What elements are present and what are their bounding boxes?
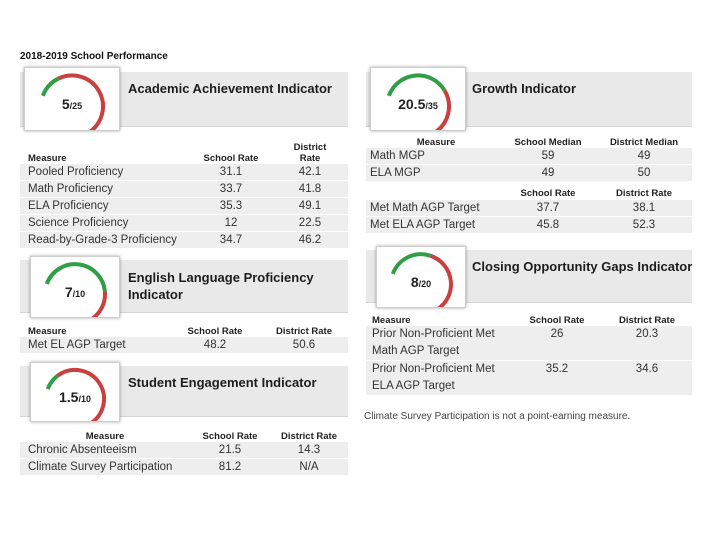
col-header-measure: Measure (28, 153, 67, 164)
col-header-district-rate: District Rate (616, 187, 672, 199)
elp-score: 7/10 (64, 284, 86, 300)
table-row: ELA MGP 49 50 (366, 164, 692, 182)
col-header-school-rate: School Rate (203, 153, 259, 164)
elp-table: Measure School Rate District Rate Met EL… (20, 323, 348, 354)
col-header-district-median: District Median (609, 137, 679, 148)
table-row: Read-by-Grade-3 Proficiency 34.7 46.2 (20, 231, 348, 249)
gaps-title: Closing Opportunity Gaps Indicator (472, 259, 693, 274)
gauge-arc-icon (386, 73, 451, 130)
growth-score: 20.5/35 (398, 96, 438, 112)
gauge-arc-icon (45, 367, 107, 421)
academic-gauge: 5/25 (24, 67, 120, 131)
table-row: Met Math AGP Target 37.7 38.1 (366, 199, 692, 216)
col-header-school-rate: School Rate (529, 315, 585, 326)
table-row: Pooled Proficiency 31.1 42.1 (20, 164, 348, 181)
table-row: Math MGP 59 49 (366, 148, 692, 165)
table-row: Science Proficiency 12 22.5 (20, 214, 348, 232)
col-header-measure: Measure (28, 326, 67, 337)
col-header-measure: Measure (85, 431, 125, 442)
table-row: Climate Survey Participation 81.2 N/A (20, 458, 348, 476)
col-header-measure: Measure (416, 137, 456, 148)
table-row: ELA Proficiency 35.3 49.1 (20, 197, 348, 215)
table-row: Math Proficiency 33.7 41.8 (20, 180, 348, 198)
growth-title: Growth Indicator (472, 81, 576, 96)
gaps-score: 8/20 (410, 274, 432, 290)
engagement-score: 1.5/10 (59, 389, 91, 405)
engagement-table: Measure School Rate District Rate Chroni… (20, 429, 348, 476)
academic-score: 5/25 (61, 96, 83, 112)
table-row: Chronic Absenteeism 21.5 14.3 (20, 442, 348, 459)
academic-title: Academic Achievement Indicator (128, 81, 332, 96)
gauge-arc-icon (44, 262, 107, 317)
col-header-district-rate: District Rate (293, 142, 327, 164)
col-header-district-rate: District Rate (276, 326, 332, 337)
col-header-school-rate: School Rate (202, 431, 258, 442)
table-row: Prior Non-Proficient Met Math AGP Target … (366, 326, 692, 361)
col-header-district-rate: District Rate (281, 431, 337, 442)
growth-gauge: 20.5/35 (370, 67, 466, 131)
growth-table: Measure School Median District Median Ma… (366, 136, 692, 234)
engagement-gauge: 1.5/10 (30, 362, 120, 422)
col-header-measure: Measure (372, 315, 411, 326)
engagement-title: Student Engagement Indicator (128, 375, 317, 390)
gaps-gauge: 8/20 (376, 246, 466, 308)
gauge-arc-icon (40, 73, 105, 130)
table-row: Met ELA AGP Target 45.8 52.3 (366, 216, 692, 233)
table-row: Met EL AGP Target 48.2 50.6 (20, 337, 348, 354)
elp-title: English Language Proficiency Indicator (128, 270, 314, 302)
gaps-table: Measure School Rate District Rate Prior … (366, 313, 692, 396)
climate-survey-note: Climate Survey Participation is not a po… (364, 411, 631, 422)
col-header-school-rate: School Rate (520, 187, 576, 199)
table-row: Prior Non-Proficient Met ELA AGP Target 3… (366, 360, 692, 396)
col-header-district-rate: District Rate (619, 315, 675, 326)
col-header-school-median: School Median (514, 137, 582, 148)
gauge-arc-icon (390, 252, 453, 307)
elp-gauge: 7/10 (30, 256, 120, 318)
academic-table: Measure School Rate District Rate Pooled… (20, 136, 348, 249)
page-title: 2018-2019 School Performance (20, 51, 168, 62)
col-header-school-rate: School Rate (187, 326, 243, 337)
